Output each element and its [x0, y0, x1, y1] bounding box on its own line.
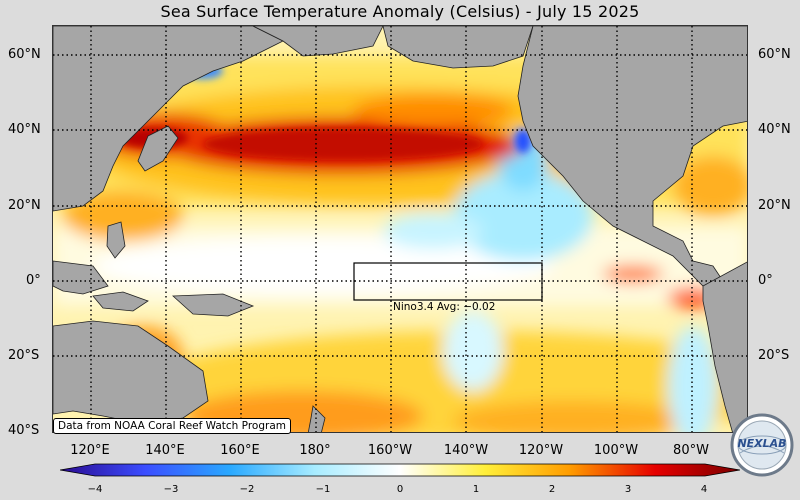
lat-label-20s-right: 20°S — [758, 348, 790, 363]
colorbar-tick-label: −1 — [315, 484, 331, 495]
lon-label-120w: 120°W — [518, 443, 564, 458]
colorbar-tick-label: 2 — [548, 484, 556, 495]
kamchatka-landmass — [252, 26, 384, 57]
svg-text:NEXLAB: NEXLAB — [737, 437, 786, 450]
colorbar-tick-label: −3 — [163, 484, 179, 495]
lat-label-20s-left: 20°S — [8, 348, 40, 363]
lat-label-60n-left: 60°N — [8, 47, 41, 62]
lat-label-20n-left: 20°N — [8, 198, 41, 213]
lat-label-eq-left: 0° — [26, 273, 41, 288]
south-america-landmass — [702, 261, 747, 432]
nino34-region-box — [353, 262, 543, 301]
lat-label-60n-right: 60°N — [758, 47, 791, 62]
nexlab-logo: NEXLAB — [730, 413, 794, 477]
borneo-landmass — [53, 260, 109, 295]
sulawesi-landmass — [92, 291, 149, 312]
lat-label-40n-right: 40°N — [758, 122, 791, 137]
colorbar-tick-label: 0 — [396, 484, 404, 495]
lon-label-140w: 140°W — [443, 443, 489, 458]
lon-label-160w: 160°W — [367, 443, 413, 458]
colorbar-tick-label: −2 — [239, 484, 255, 495]
colorbar-tick-label: −4 — [87, 484, 103, 495]
lat-label-40n-left: 40°N — [8, 122, 41, 137]
philippines-landmass — [106, 221, 126, 259]
lon-label-140e: 140°E — [145, 443, 185, 458]
australia-landmass — [53, 320, 209, 425]
graticule — [53, 26, 747, 432]
lat-label-40s-left: 40°S — [8, 423, 40, 438]
colorbar — [60, 463, 740, 477]
lon-label-180: 180° — [299, 443, 331, 458]
colorbar-tick-label: 1 — [472, 484, 480, 495]
lon-label-120e: 120°E — [70, 443, 110, 458]
lon-label-80w: 80°W — [673, 443, 709, 458]
lon-label-160e: 160°E — [220, 443, 260, 458]
alaska-landmass — [382, 26, 534, 69]
lat-label-20n-right: 20°N — [758, 198, 791, 213]
land-masses — [53, 26, 747, 432]
japan-landmass — [137, 125, 179, 172]
lon-label-100w: 100°W — [593, 443, 639, 458]
sst-anomaly-map — [52, 25, 748, 433]
data-credit-label: Data from NOAA Coral Reef Watch Program — [53, 418, 291, 434]
colorbar-tick-label: 3 — [624, 484, 632, 495]
asia-landmass — [53, 26, 284, 212]
map-title: Sea Surface Temperature Anomaly (Celsius… — [160, 2, 640, 21]
nino34-average-label: Nino3.4 Avg: −0.02 — [393, 301, 496, 313]
colorbar-tick-label: 4 — [700, 484, 708, 495]
lat-label-eq-right: 0° — [758, 273, 773, 288]
